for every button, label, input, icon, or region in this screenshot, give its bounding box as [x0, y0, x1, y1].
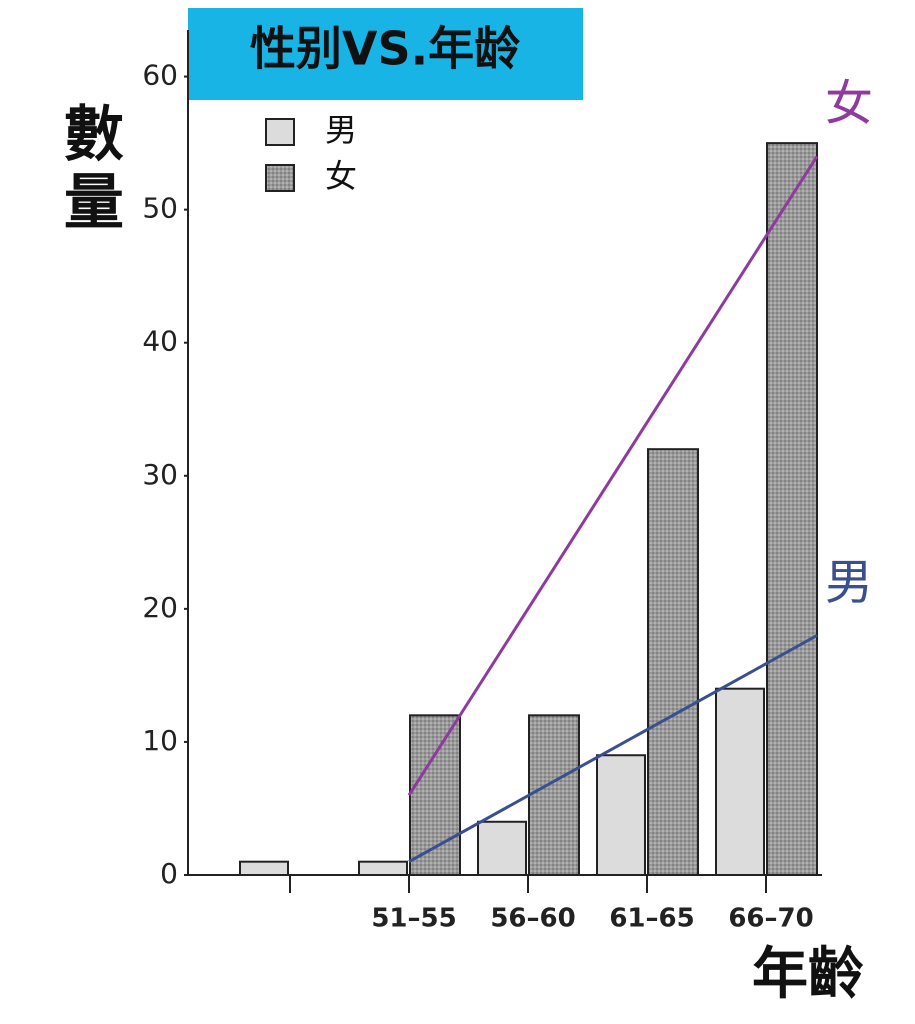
bar [528, 714, 580, 876]
x-tick-label: 51–55 [371, 904, 456, 934]
y-tick-label: 20 [142, 591, 178, 624]
y-tick-label: 60 [142, 59, 178, 92]
bar [409, 714, 461, 876]
bar [477, 820, 527, 877]
x-axis-label: 年齡 [752, 942, 864, 1007]
y-tick-label: 10 [142, 724, 178, 757]
bar [647, 448, 699, 876]
bar [358, 860, 408, 877]
legend-swatch [265, 118, 295, 146]
legend-label: 女 [325, 157, 357, 195]
y-tick-label: 50 [142, 192, 178, 225]
trend-line [407, 155, 819, 796]
bar [596, 754, 646, 876]
y-tick-label: 40 [142, 325, 178, 358]
x-tick-label: 61–65 [609, 904, 694, 934]
y-tick-label: 0 [160, 857, 178, 890]
y-axis-label: 數量 [53, 102, 123, 238]
legend-swatch [265, 164, 295, 192]
trend-line [408, 634, 818, 864]
trend-label: 男 [825, 554, 873, 610]
chart-title: 性别VS.年龄 [250, 22, 520, 76]
x-tick-label: 56–60 [490, 904, 575, 934]
legend-label: 男 [325, 111, 357, 149]
bar [239, 860, 289, 877]
x-tick-label: 66–70 [728, 904, 813, 934]
title-box [188, 8, 583, 100]
trend-label: 女 [825, 75, 873, 131]
y-tick-label: 30 [142, 458, 178, 491]
bar [715, 687, 765, 877]
bar [766, 142, 818, 876]
